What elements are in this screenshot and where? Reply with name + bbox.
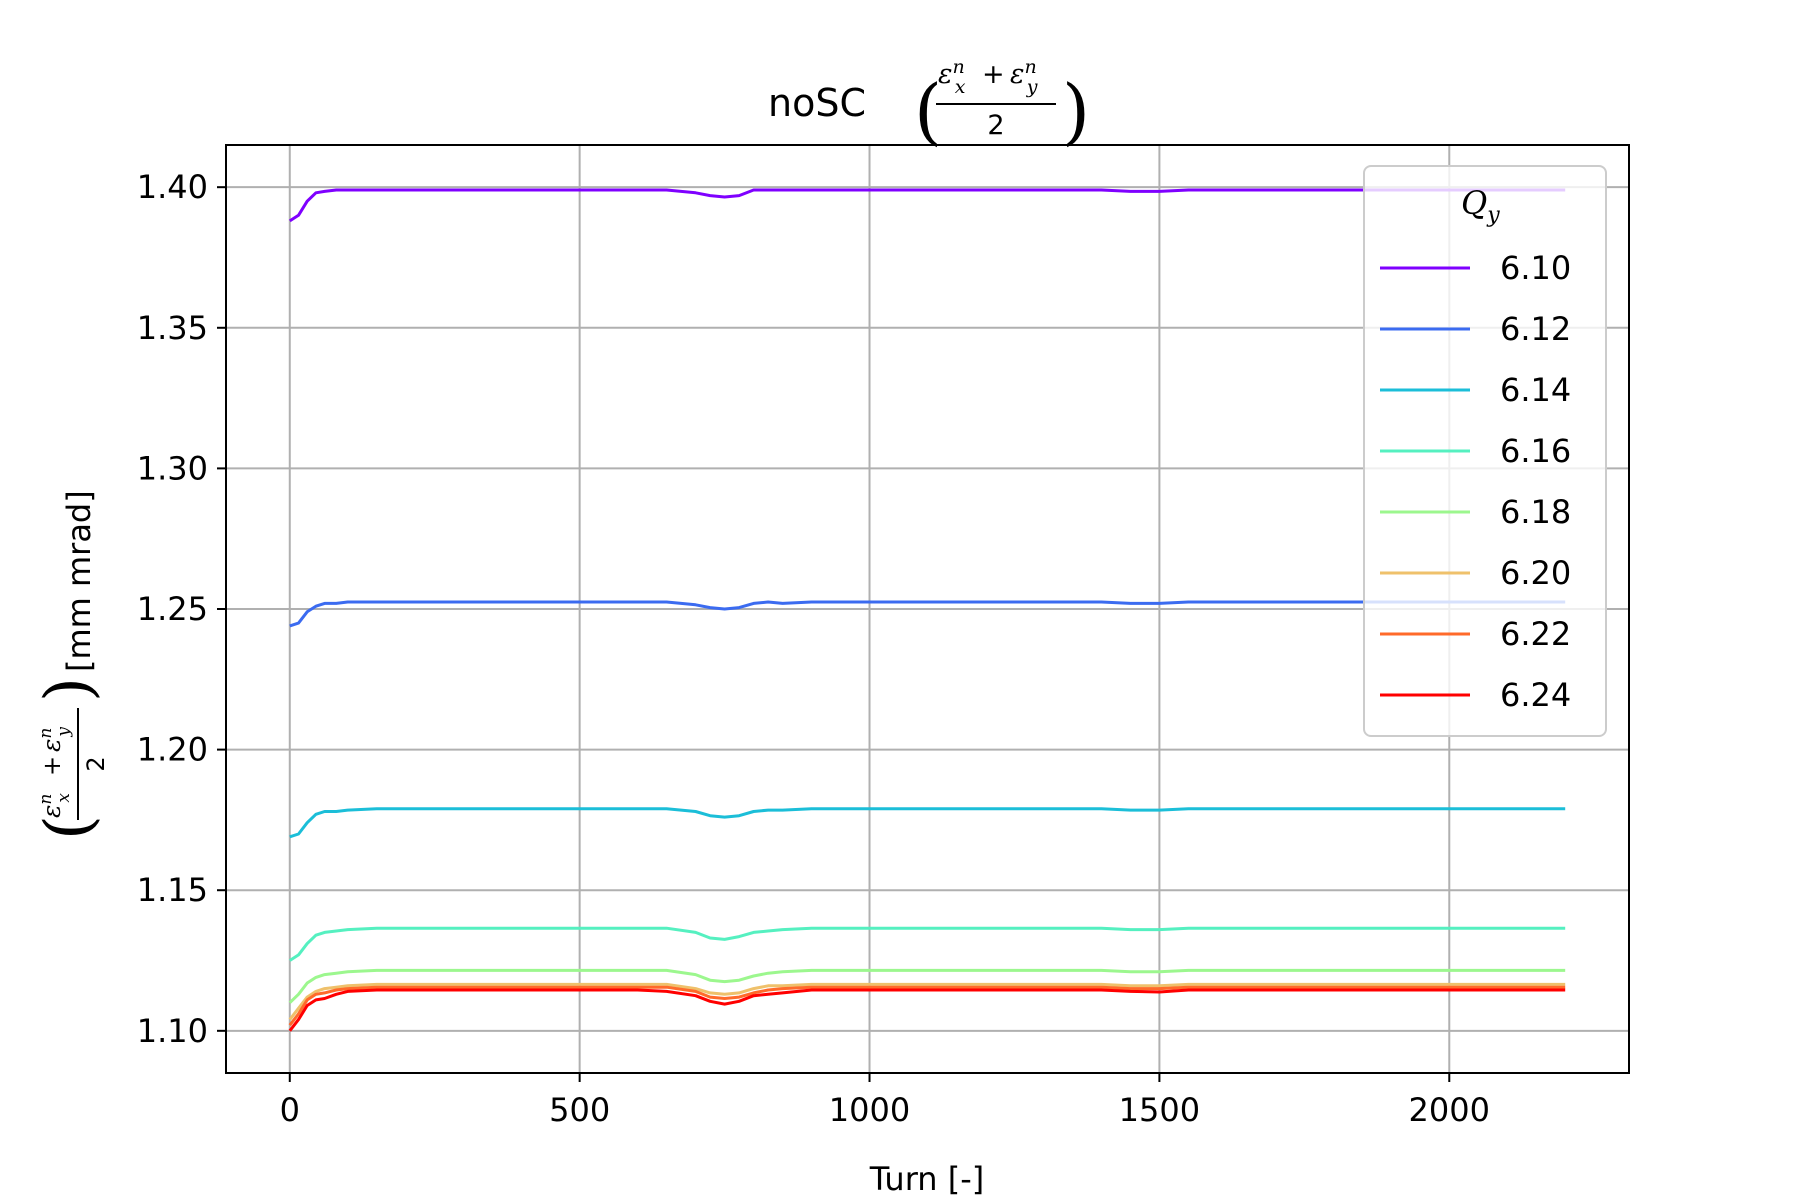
x-axis-ticks: 0 500 1000 1500 2000 [280,1073,1490,1129]
legend-label: 6.24 [1500,676,1571,714]
ylabel-left-paren: ( [32,815,106,840]
series-line-6.24 [288,988,1566,1032]
legend: Qy 6.10 6.12 6.14 6.16 6.18 6.20 6.22 6.24 [1363,165,1607,737]
series-line-6.10 [288,188,1566,223]
legend-title: Qy [1461,184,1500,228]
y-tick-label: 1.30 [137,449,208,487]
ylabel-unit: [mm mrad] [60,490,98,672]
series-line-6.18 [288,968,1566,1004]
y-axis-ticks: 1.10 1.15 1.20 1.25 1.30 1.35 1.40 [137,168,226,1050]
y-tick-label: 1.35 [137,309,208,347]
chart-title-prefix: noSC [768,81,866,125]
ylabel-denominator: 2 [82,756,110,771]
y-tick-label: 1.20 [137,731,208,769]
y-tick-label: 1.15 [137,871,208,909]
title-right-paren: ) [1062,69,1090,153]
legend-items: 6.10 6.12 6.14 6.16 6.18 6.20 6.22 6.24 [1380,249,1571,714]
title-plus: + [982,59,1005,90]
y-axis-label: ( εnx + εny 2 ) [mm mrad] [32,490,110,840]
series-line-6.20 [288,982,1566,1021]
legend-label: 6.10 [1500,249,1571,287]
legend-label: 6.18 [1500,493,1571,531]
series-lines [288,188,1566,1032]
x-tick-label: 1000 [829,1091,910,1129]
legend-label: 6.12 [1500,310,1571,348]
legend-box [1363,165,1607,737]
title-denominator: 2 [987,110,1004,141]
title-eps-x: εn x [938,56,966,98]
y-tick-label: 1.40 [137,168,208,206]
x-tick-label: 1500 [1119,1091,1200,1129]
y-tick-label: 1.25 [137,590,208,628]
x-tick-label: 500 [549,1091,610,1129]
series-line-6.16 [288,926,1566,962]
x-tick-label: 2000 [1409,1091,1490,1129]
x-tick-label: 0 [280,1091,300,1129]
y-tick-label: 1.10 [137,1012,208,1050]
legend-label: 6.22 [1500,615,1571,653]
title-left-paren: ( [914,69,942,153]
x-axis-label: Turn [-] [869,1160,985,1198]
series-line-6.12 [289,600,1566,628]
ylabel-plus: + [38,756,66,776]
title-fraction: εn x + εn y 2 [936,56,1056,141]
legend-label: 6.20 [1500,554,1571,592]
series-line-6.22 [288,985,1566,1027]
legend-label: 6.14 [1500,371,1571,409]
ylabel-eps-y: εny [36,727,74,752]
series-line-6.14 [289,807,1566,839]
chart-title: noSC ( εn x + εn y 2 ) [768,56,1090,153]
ylabel-right-paren: ) [32,677,106,702]
title-eps-y: εn y [1010,56,1038,98]
legend-label: 6.16 [1500,432,1571,470]
ylabel-eps-x: εnx [36,793,74,818]
